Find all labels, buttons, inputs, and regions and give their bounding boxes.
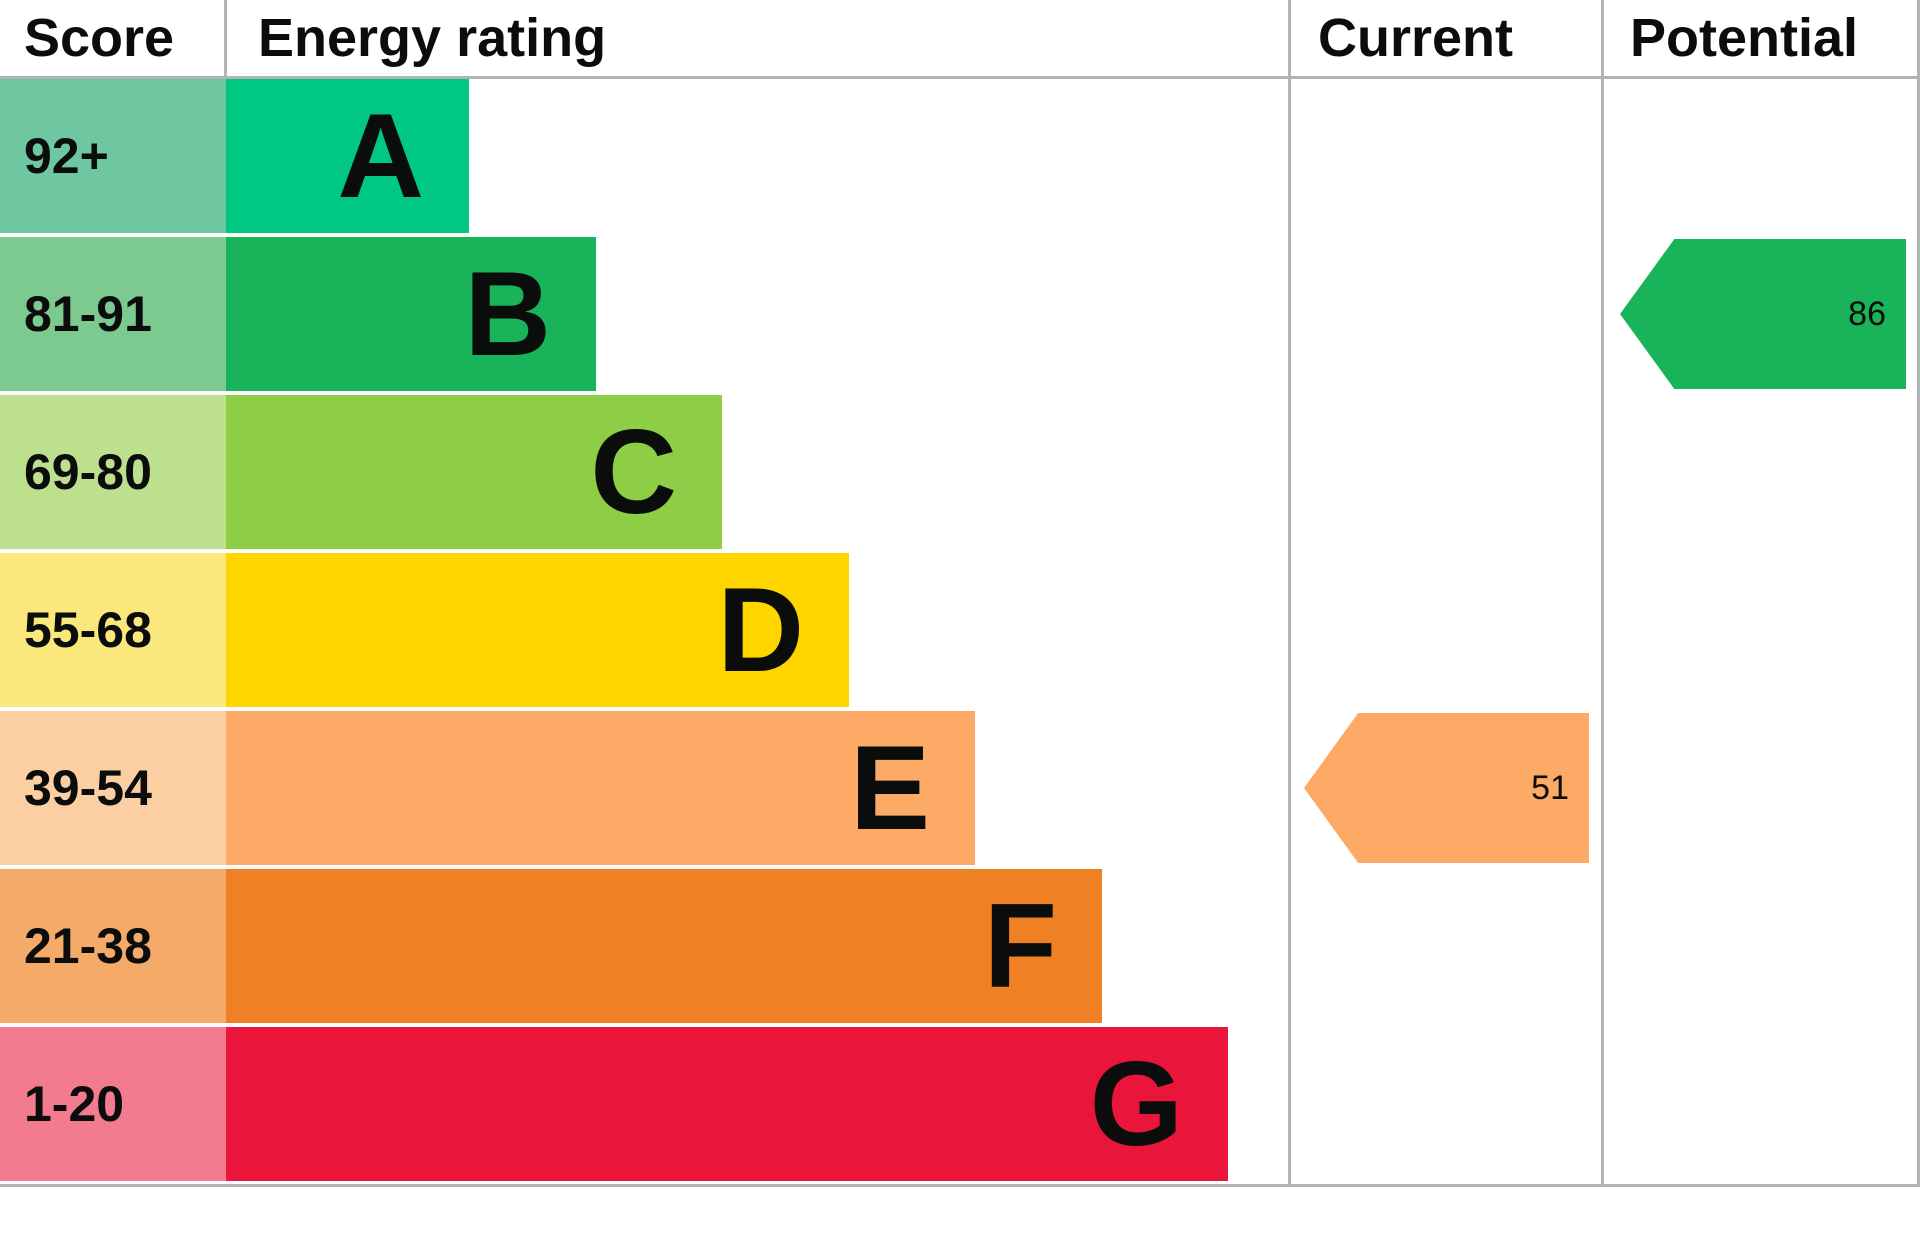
rating-bar-f: F: [226, 869, 1102, 1023]
divider-score-rating: [224, 0, 227, 76]
rating-bar-a: A: [226, 79, 469, 233]
band-row-g: 1-20 G: [0, 1027, 1920, 1181]
rating-bar-c: C: [226, 395, 722, 549]
score-range-c: 69-80: [0, 395, 226, 549]
score-range-d: 55-68: [0, 553, 226, 707]
divider-chart-bottom: [0, 1184, 1920, 1187]
score-range-e: 39-54: [0, 711, 226, 865]
band-row-e: 39-54 E: [0, 711, 1920, 865]
header-potential: Potential: [1630, 8, 1859, 68]
potential-rating-arrow: 86: [1620, 239, 1906, 389]
divider-current-potential: [1601, 0, 1604, 1187]
rating-bar-b: B: [226, 237, 596, 391]
header-energy-rating: Energy rating: [258, 8, 607, 68]
current-rating-arrow: 51: [1304, 713, 1589, 863]
rating-bar-d: D: [226, 553, 849, 707]
score-range-g: 1-20: [0, 1027, 226, 1181]
band-row-f: 21-38 F: [0, 869, 1920, 1023]
divider-right-edge: [1917, 0, 1920, 1187]
divider-rating-current: [1288, 0, 1291, 1187]
score-range-a: 92+: [0, 79, 226, 233]
score-range-f: 21-38: [0, 869, 226, 1023]
header-score: Score: [24, 8, 175, 68]
band-row-a: 92+ A: [0, 79, 1920, 233]
band-row-c: 69-80 C: [0, 395, 1920, 549]
band-row-d: 55-68 D: [0, 553, 1920, 707]
score-range-b: 81-91: [0, 237, 226, 391]
rating-bar-e: E: [226, 711, 975, 865]
header-current: Current: [1318, 8, 1514, 68]
divider-header-bottom: [0, 76, 1920, 79]
band-row-b: 81-91 B: [0, 237, 1920, 391]
rating-bar-g: G: [226, 1027, 1228, 1181]
